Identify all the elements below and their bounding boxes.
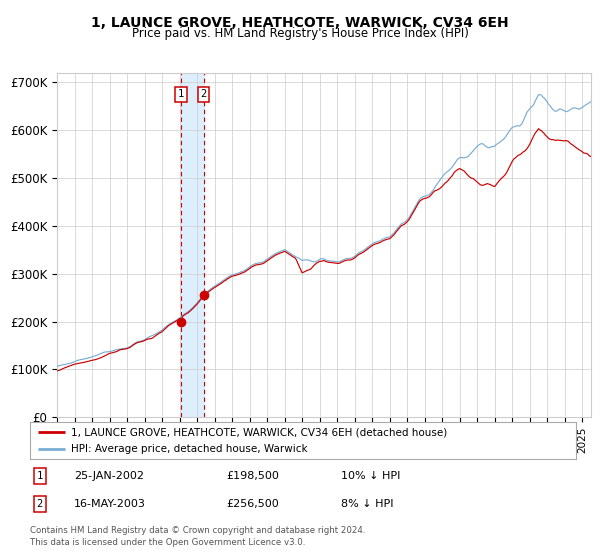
Text: 1, LAUNCE GROVE, HEATHCOTE, WARWICK, CV34 6EH: 1, LAUNCE GROVE, HEATHCOTE, WARWICK, CV3… bbox=[91, 16, 509, 30]
Text: HPI: Average price, detached house, Warwick: HPI: Average price, detached house, Warw… bbox=[71, 444, 308, 454]
Bar bbox=[181, 73, 203, 417]
Text: 2: 2 bbox=[200, 90, 206, 99]
Text: 8% ↓ HPI: 8% ↓ HPI bbox=[341, 499, 394, 508]
Text: 16-MAY-2003: 16-MAY-2003 bbox=[74, 499, 146, 508]
Text: Price paid vs. HM Land Registry's House Price Index (HPI): Price paid vs. HM Land Registry's House … bbox=[131, 27, 469, 40]
Text: 10% ↓ HPI: 10% ↓ HPI bbox=[341, 472, 401, 481]
Text: 2: 2 bbox=[37, 499, 43, 508]
Text: 1, LAUNCE GROVE, HEATHCOTE, WARWICK, CV34 6EH (detached house): 1, LAUNCE GROVE, HEATHCOTE, WARWICK, CV3… bbox=[71, 427, 447, 437]
Text: £256,500: £256,500 bbox=[227, 499, 280, 508]
Text: 25-JAN-2002: 25-JAN-2002 bbox=[74, 472, 143, 481]
Text: 1: 1 bbox=[37, 472, 43, 481]
Text: This data is licensed under the Open Government Licence v3.0.: This data is licensed under the Open Gov… bbox=[30, 538, 305, 547]
Text: £198,500: £198,500 bbox=[227, 472, 280, 481]
Text: 1: 1 bbox=[178, 90, 184, 99]
Text: Contains HM Land Registry data © Crown copyright and database right 2024.: Contains HM Land Registry data © Crown c… bbox=[30, 526, 365, 535]
